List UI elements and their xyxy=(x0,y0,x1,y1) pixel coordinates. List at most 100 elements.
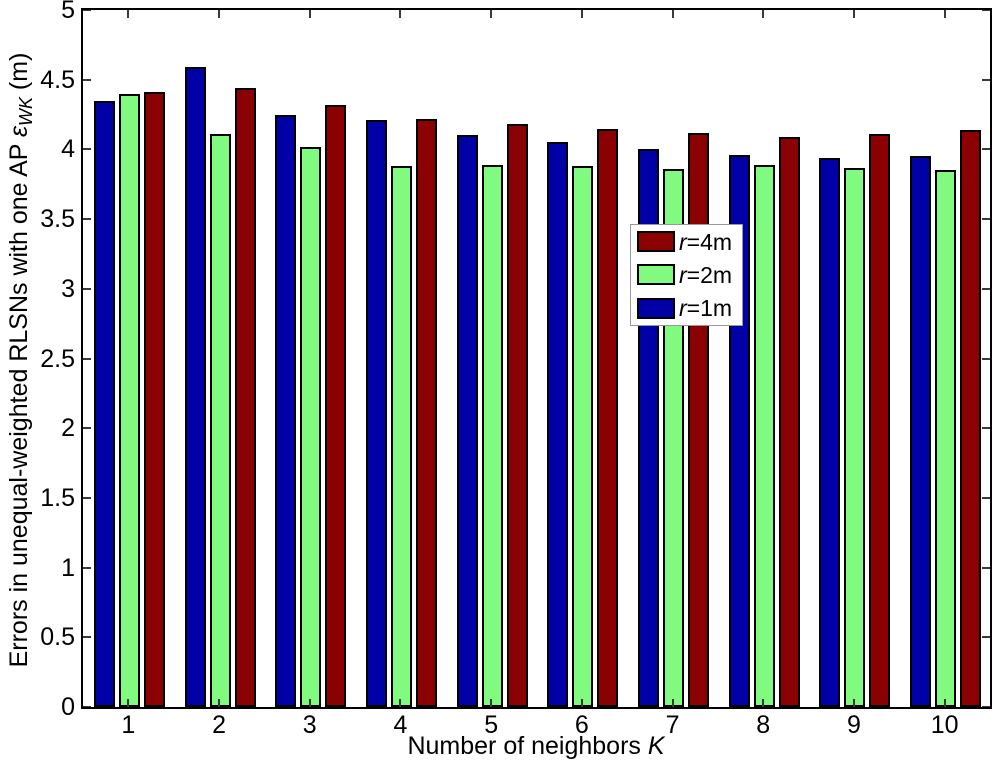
legend-r-symbol: r xyxy=(679,295,687,322)
y-tick-left xyxy=(83,9,91,11)
x-tick-bottom xyxy=(127,699,130,707)
y-tick-left xyxy=(83,706,91,708)
x-axis-label: Number of neighbors K xyxy=(236,731,836,761)
bar-r2m-K3 xyxy=(300,146,322,707)
y-tick-label: 3 xyxy=(61,274,75,303)
legend-item-r1m: r=1m xyxy=(637,294,742,322)
y-tick-left xyxy=(83,78,91,81)
bar-r4m-K2 xyxy=(234,88,256,707)
x-tick-bottom xyxy=(490,699,493,707)
y-tick-label: 5 xyxy=(61,0,75,24)
y-tick-label: 2 xyxy=(61,414,75,443)
y-tick-label: 0 xyxy=(61,693,75,721)
y-tick-right xyxy=(982,566,990,569)
x-tick-top xyxy=(943,10,946,18)
y-tick-right xyxy=(982,9,990,11)
bar-r2m-K5 xyxy=(481,164,503,707)
y-tick-label: 0.5 xyxy=(40,623,75,652)
legend-label: r=1m xyxy=(679,295,733,322)
x-tick-label: 9 xyxy=(846,711,861,739)
bar-r2m-K2 xyxy=(209,134,231,707)
x-tick-bottom xyxy=(762,699,765,707)
y-tick-right xyxy=(982,636,990,639)
legend-swatch xyxy=(637,264,675,286)
x-tick-bottom xyxy=(943,699,946,707)
y-tick-left xyxy=(83,357,91,360)
x-tick-bottom xyxy=(308,699,311,707)
y-tick-left xyxy=(83,566,91,569)
y-tick-label: 3.5 xyxy=(40,205,75,234)
bar-r1m-K9 xyxy=(819,157,841,707)
bar-r2m-K9 xyxy=(844,167,866,707)
y-tick-left xyxy=(83,636,91,639)
x-tick-label: 8 xyxy=(756,711,771,739)
x-tick-label: 6 xyxy=(574,711,589,739)
y-tick-right xyxy=(982,148,990,151)
bar-r4m-K10 xyxy=(960,129,982,707)
y-tick-right xyxy=(982,218,990,221)
y-tick-left xyxy=(83,427,91,430)
y-tick-left xyxy=(83,496,91,499)
y-tick-left xyxy=(83,218,91,221)
legend-item-r2m: r=2m xyxy=(637,261,742,289)
bar-r1m-K1 xyxy=(93,100,115,707)
legend-label: r=4m xyxy=(679,228,733,255)
bar-r4m-K7 xyxy=(688,132,710,707)
y-tick-right xyxy=(982,706,990,708)
k-symbol: K xyxy=(647,732,665,760)
x-tick-top xyxy=(580,10,583,18)
bar-r1m-K4 xyxy=(365,120,387,707)
bar-r4m-K4 xyxy=(415,118,437,707)
epsilon-subscript-wk: WK xyxy=(16,97,36,127)
x-tick-top xyxy=(762,10,765,18)
y-tick-right xyxy=(982,427,990,430)
x-tick-label: 3 xyxy=(302,711,317,739)
y-tick-label: 1 xyxy=(61,553,75,582)
y-tick-right xyxy=(982,78,990,81)
x-tick-label: 5 xyxy=(484,711,499,739)
y-tick-left xyxy=(83,148,91,151)
x-tick-bottom xyxy=(671,699,674,707)
y-tick-right xyxy=(982,357,990,360)
x-tick-top xyxy=(127,10,130,18)
y-tick-left xyxy=(83,287,91,290)
x-tick-bottom xyxy=(852,699,855,707)
bar-r2m-K4 xyxy=(390,166,412,707)
x-tick-bottom xyxy=(218,699,221,707)
bar-r1m-K6 xyxy=(547,142,569,707)
x-axis-label-text: Number of neighbors xyxy=(407,732,648,760)
x-tick-label: 2 xyxy=(212,711,226,739)
x-tick-top xyxy=(671,10,674,18)
x-tick-top xyxy=(490,10,493,18)
bar-r4m-K5 xyxy=(506,124,528,707)
x-tick-top xyxy=(308,10,311,18)
legend: r=4m r=2m r=1m xyxy=(630,224,743,326)
x-tick-top xyxy=(852,10,855,18)
legend-r-symbol: r xyxy=(679,261,687,288)
legend-item-r4m: r=4m xyxy=(637,228,742,256)
bar-r1m-K2 xyxy=(184,67,206,707)
x-tick-label: 4 xyxy=(393,711,408,739)
y-tick-right xyxy=(982,496,990,499)
y-tick-right xyxy=(982,287,990,290)
bar-r2m-K8 xyxy=(753,164,775,707)
x-tick-label: 7 xyxy=(665,711,680,739)
y-tick-label: 2.5 xyxy=(40,344,75,373)
x-tick-top xyxy=(399,10,402,18)
bar-r2m-K6 xyxy=(572,166,594,707)
x-tick-label: 1 xyxy=(121,711,136,739)
x-tick-top xyxy=(218,10,221,18)
bar-r1m-K10 xyxy=(910,156,932,707)
bar-r4m-K9 xyxy=(869,134,891,707)
x-tick-label: 10 xyxy=(930,711,959,739)
y-tick-label: 4.5 xyxy=(40,65,75,94)
bar-r2m-K1 xyxy=(118,93,140,707)
bar-r1m-K3 xyxy=(275,114,297,707)
bar-r4m-K6 xyxy=(597,128,619,707)
legend-swatch xyxy=(637,231,675,253)
bar-r4m-K3 xyxy=(325,104,347,707)
y-tick-label: 4 xyxy=(61,135,75,164)
y-tick-label: 1.5 xyxy=(40,483,75,512)
plot-area xyxy=(83,9,990,708)
